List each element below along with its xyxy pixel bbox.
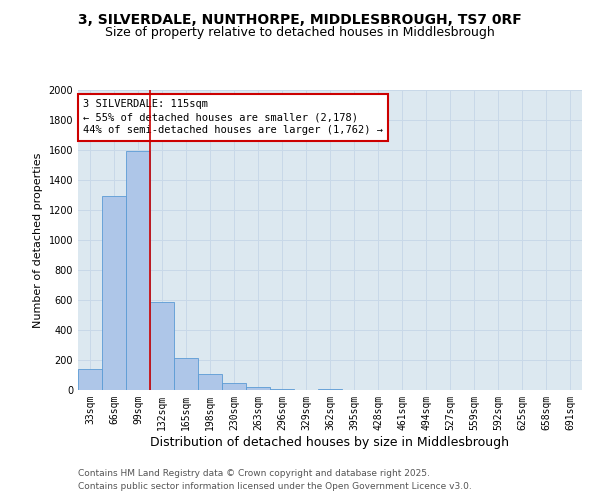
Bar (126, 151, 150, 390)
Bar (102, 196, 126, 390)
Text: Size of property relative to detached houses in Middlesbrough: Size of property relative to detached ho… (105, 26, 495, 39)
Text: Contains HM Land Registry data © Crown copyright and database right 2025.: Contains HM Land Registry data © Crown c… (78, 468, 430, 477)
Bar (318, 388, 342, 390)
Bar (246, 387, 270, 390)
X-axis label: Distribution of detached houses by size in Middlesbrough: Distribution of detached houses by size … (151, 436, 509, 448)
Bar (150, 302, 174, 390)
Bar (198, 374, 222, 390)
Bar (78, 369, 102, 390)
Bar (222, 382, 246, 390)
Bar (174, 358, 198, 390)
Y-axis label: Number of detached properties: Number of detached properties (33, 152, 43, 328)
Text: 3 SILVERDALE: 115sqm
← 55% of detached houses are smaller (2,178)
44% of semi-de: 3 SILVERDALE: 115sqm ← 55% of detached h… (83, 99, 383, 136)
Text: 3, SILVERDALE, NUNTHORPE, MIDDLESBROUGH, TS7 0RF: 3, SILVERDALE, NUNTHORPE, MIDDLESBROUGH,… (78, 12, 522, 26)
Text: Contains public sector information licensed under the Open Government Licence v3: Contains public sector information licen… (78, 482, 472, 491)
Bar (270, 388, 294, 390)
